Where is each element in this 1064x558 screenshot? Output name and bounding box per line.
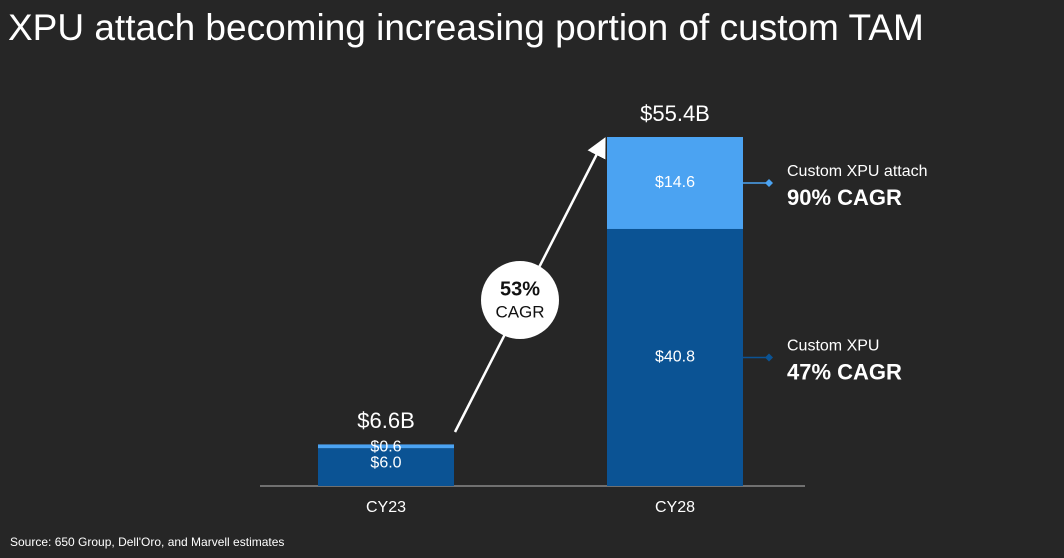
value-label: $14.6 [655,174,695,191]
legend-label: Custom XPU attach [787,163,928,180]
growth-badge [481,261,559,339]
growth-value: 53% [500,278,540,300]
legend-label: Custom XPU [787,338,879,355]
total-label: $55.4B [640,101,710,126]
value-label: $6.0 [370,454,401,471]
source-note: Source: 650 Group, Dell'Oro, and Marvell… [10,535,284,549]
value-label: $40.8 [655,349,695,366]
chart-title: XPU attach becoming increasing portion o… [8,7,924,48]
growth-label: CAGR [495,302,544,321]
x-tick-label: CY28 [655,499,695,516]
legend-marker [765,353,773,362]
bar-segment [607,137,743,229]
bar-segment [318,448,454,486]
x-tick-label: CY23 [366,499,406,516]
legend-cagr: 47% CAGR [787,359,902,384]
total-label: $6.6B [357,408,415,433]
legend-marker [765,178,773,187]
value-label: $0.6 [370,439,401,456]
bar-segment [607,228,743,486]
bar-segment [318,444,454,449]
legend-cagr: 90% CAGR [787,185,902,210]
